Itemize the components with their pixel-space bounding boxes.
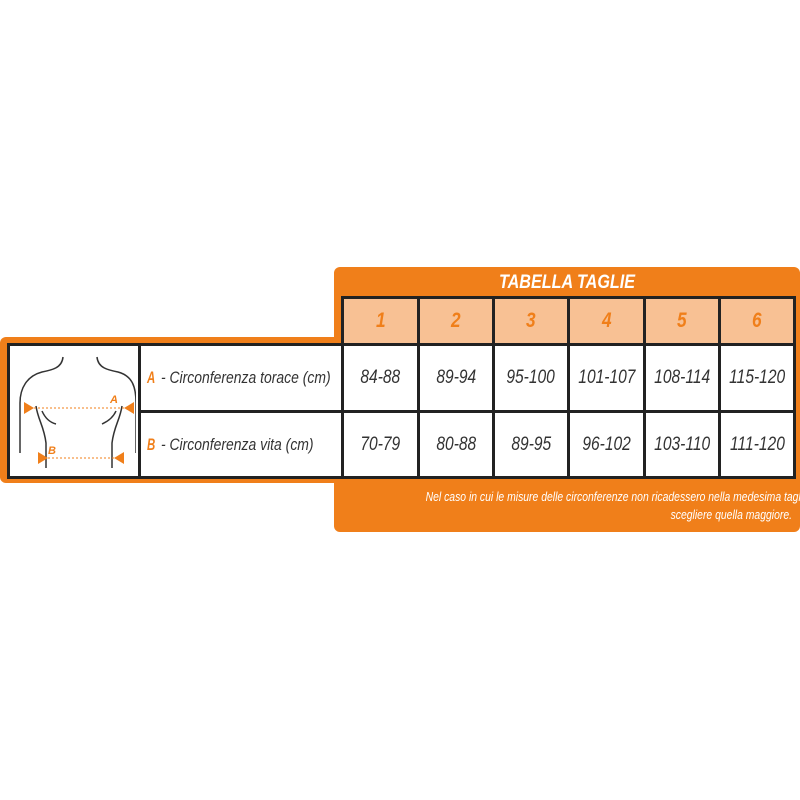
arrow-b-right	[114, 452, 124, 464]
cell-value: 84-88	[360, 367, 401, 388]
cell-value: 80-88	[436, 433, 476, 455]
cell-value: 115-120	[728, 367, 786, 388]
size-label: 6	[752, 309, 762, 332]
cell-value: 89-94	[436, 367, 476, 388]
size-header-5: 5	[643, 296, 721, 346]
row-letter: B	[147, 434, 156, 454]
table-cell: 84-88	[341, 343, 420, 413]
cell-value: 111-120	[729, 433, 785, 455]
note-line-1: Nel caso in cui le misure delle circonfe…	[425, 489, 800, 504]
cell-value: 89-95	[511, 433, 551, 455]
size-header-4: 4	[567, 296, 646, 346]
table-cell: 96-102	[567, 410, 646, 479]
arrow-a-right	[124, 402, 134, 414]
cell-value: 95-100	[506, 367, 556, 388]
size-header-1: 1	[341, 296, 420, 346]
note-panel	[334, 476, 800, 532]
size-header-2: 2	[417, 296, 495, 346]
table-cell: 115-120	[718, 343, 796, 413]
table-cell: 101-107	[567, 343, 646, 413]
size-header-6: 6	[718, 296, 796, 346]
table-cell: 89-95	[492, 410, 570, 479]
size-label: 4	[601, 309, 612, 332]
size-label: 1	[375, 309, 386, 332]
table-cell: 80-88	[417, 410, 495, 479]
row-label-a: A - Circonferenza torace (cm)	[138, 343, 344, 413]
arrow-b-left	[38, 452, 48, 464]
table-cell: 89-94	[417, 343, 495, 413]
size-label: 5	[677, 309, 687, 332]
table-cell: 111-120	[718, 410, 796, 479]
table-cell: 103-110	[643, 410, 721, 479]
diagram-label-a: A	[109, 394, 118, 406]
table-cell: 108-114	[643, 343, 721, 413]
diagram-label-b: B	[48, 445, 56, 457]
table-cell: 70-79	[341, 410, 420, 479]
size-label: 2	[451, 309, 461, 332]
note-line-2: scegliere quella maggiore.	[670, 507, 792, 522]
diagram-cell: A B	[7, 343, 141, 479]
cell-value: 70-79	[360, 433, 401, 455]
torso-diagram: A B	[19, 356, 136, 468]
cell-value: 103-110	[653, 433, 711, 455]
cell-value: 108-114	[653, 367, 711, 388]
size-header-3: 3	[492, 296, 570, 346]
table-cell: 95-100	[492, 343, 570, 413]
arrow-a-left	[24, 402, 34, 414]
row-letter: A	[147, 368, 156, 387]
row-label-b: B - Circonferenza vita (cm)	[138, 410, 344, 479]
size-note: Nel caso in cui le misure delle circonfe…	[334, 488, 800, 524]
cell-value: 96-102	[582, 433, 631, 455]
table-title: TABELLA TAGLIE	[498, 272, 636, 293]
row-label-text: - Circonferenza torace (cm)	[157, 368, 331, 387]
row-label-text: - Circonferenza vita (cm)	[157, 434, 314, 454]
cell-value: 101-107	[577, 367, 636, 388]
size-label: 3	[526, 309, 536, 332]
